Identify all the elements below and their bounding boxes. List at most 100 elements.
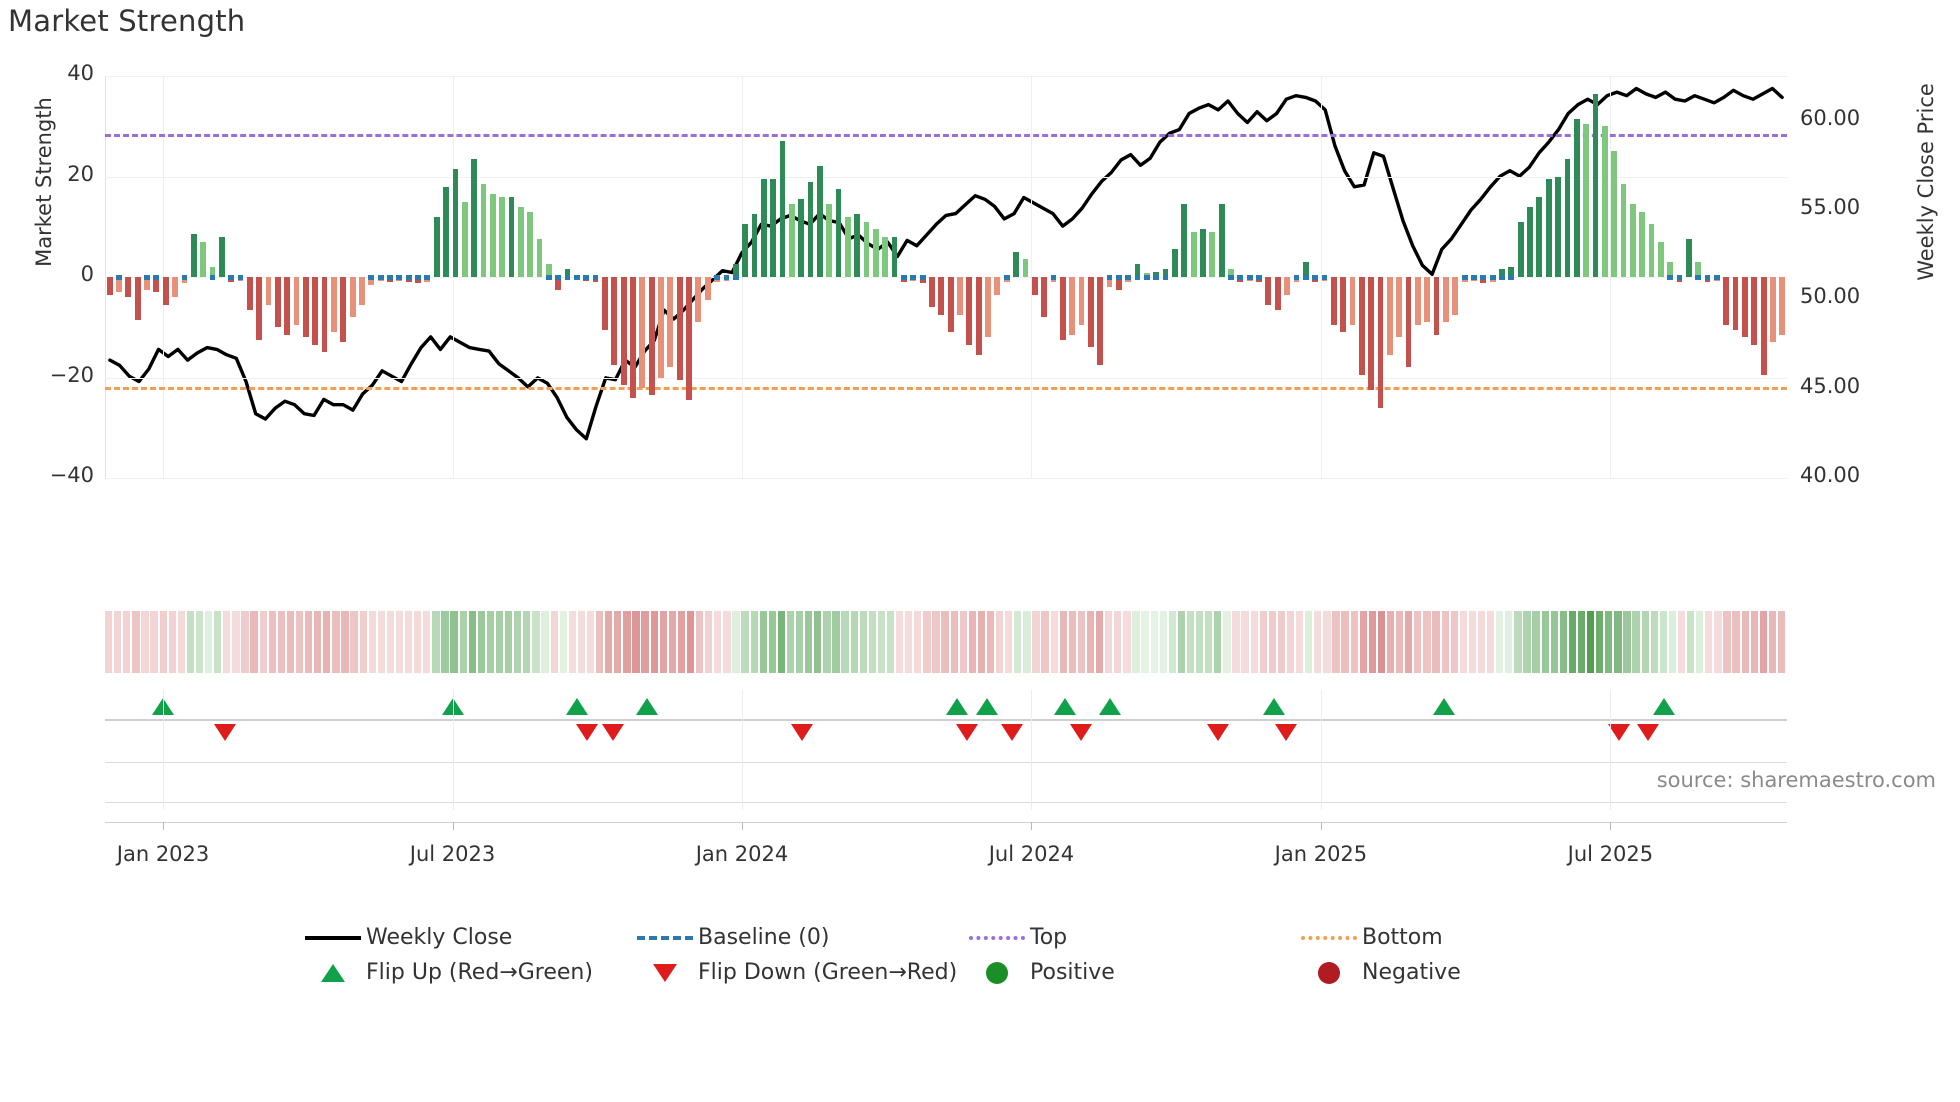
heatmap-cell	[741, 611, 749, 673]
bar	[1013, 251, 1019, 277]
baseline-marker	[583, 275, 590, 280]
bar	[1667, 261, 1674, 277]
heatmap-cell	[1241, 611, 1249, 673]
bar	[293, 277, 300, 325]
baseline-marker	[1246, 275, 1253, 280]
heatmap-cell	[150, 611, 158, 673]
heatmap-cell	[1223, 611, 1231, 673]
baseline-marker	[1153, 275, 1160, 280]
bar	[1190, 231, 1197, 277]
heatmap-cell	[1586, 611, 1595, 673]
legend-item-top[interactable]: Top	[964, 925, 1296, 950]
heatmap-cell	[795, 611, 804, 673]
heatmap-cell	[1677, 611, 1686, 673]
heatmap-cell	[377, 611, 386, 673]
reference-line-top	[105, 133, 1787, 137]
legend-item-positive[interactable]: Positive	[964, 960, 1296, 985]
gridline-vertical	[741, 76, 743, 478]
heatmap-cell	[1459, 611, 1467, 673]
bar	[975, 277, 982, 355]
bar	[611, 277, 618, 365]
legend-row-1: Weekly Close Baseline (0) Top Bottom	[300, 925, 1630, 950]
bar	[480, 184, 487, 277]
heatmap-cell	[1005, 611, 1013, 673]
y-axis-right-tick: 40.00	[1800, 463, 1861, 487]
heatmap-cell	[1041, 611, 1049, 673]
bar	[265, 277, 272, 305]
heatmap-cell	[868, 611, 876, 673]
bar	[209, 266, 216, 277]
heatmap-cell	[1268, 611, 1277, 673]
weekly-close-line	[108, 86, 1784, 441]
bar	[835, 189, 842, 277]
heatmap-cell	[1350, 611, 1358, 673]
legend-item-flip-up[interactable]: Flip Up (Red→Green)	[300, 960, 632, 985]
gridline-vertical	[1610, 748, 1612, 810]
legend-label: Flip Down (Green→Red)	[698, 960, 958, 985]
heatmap-cell	[1650, 611, 1658, 673]
heatmap-cell	[1250, 611, 1258, 673]
heatmap-cell	[495, 611, 504, 673]
legend-item-negative[interactable]: Negative	[1296, 960, 1628, 985]
heatmap-cell	[814, 611, 822, 673]
heatmap-cell	[1477, 611, 1486, 673]
heatmap-cell	[450, 611, 458, 673]
heatmap-cell	[332, 611, 340, 673]
legend-item-baseline[interactable]: Baseline (0)	[632, 925, 964, 950]
heatmap-cell	[214, 611, 222, 673]
baseline-marker	[1508, 275, 1515, 280]
legend-label: Baseline (0)	[698, 925, 830, 950]
heatmap-cell	[341, 611, 349, 673]
bar	[788, 204, 795, 277]
heatmap-cell	[468, 611, 476, 673]
gridline-vertical	[1031, 690, 1033, 750]
baseline-marker	[1667, 275, 1674, 280]
bar	[1209, 231, 1216, 277]
bar	[1499, 269, 1505, 277]
heatmap-cell	[277, 611, 285, 673]
heatmap-cell	[386, 611, 395, 673]
baseline-marker	[1499, 275, 1505, 280]
flip-up-marker	[1099, 698, 1122, 715]
heatmap-cell	[1305, 611, 1313, 673]
bar	[863, 221, 870, 277]
baseline-marker	[228, 275, 235, 280]
baseline-marker	[144, 275, 150, 280]
heatmap-cell	[886, 611, 895, 673]
bar	[947, 277, 954, 333]
bar	[854, 214, 861, 277]
baseline-marker	[209, 275, 216, 280]
baseline-marker	[116, 275, 122, 280]
bar	[172, 277, 178, 298]
heatmap-cell	[641, 611, 649, 673]
heatmap-cell	[1277, 611, 1286, 673]
heatmap-cell	[432, 611, 440, 673]
heatmap-cell	[559, 611, 567, 673]
legend-row-2: Flip Up (Red→Green) Flip Down (Green→Red…	[300, 960, 1630, 985]
x-axis-tick-label: Jul 2023	[409, 842, 496, 866]
gridline-horizontal	[105, 802, 1787, 803]
source-credit: source: sharemaestro.com	[1656, 768, 1936, 792]
heatmap-cell	[632, 611, 640, 673]
heatmap-cell	[1123, 611, 1131, 673]
heatmap-cell	[1214, 611, 1222, 673]
triangle-down-icon	[632, 963, 698, 982]
bar	[630, 277, 636, 398]
bar	[1031, 277, 1038, 295]
bar	[938, 277, 945, 315]
baseline-marker	[919, 275, 926, 280]
flip-up-marker	[946, 698, 969, 715]
y-axis-right-title: Weekly Close Price	[1914, 83, 1938, 281]
legend-item-weekly-close[interactable]: Weekly Close	[300, 925, 632, 950]
legend-item-flip-down[interactable]: Flip Down (Green→Red)	[632, 960, 964, 985]
heatmap-cell	[850, 611, 858, 673]
legend-item-bottom[interactable]: Bottom	[1296, 925, 1628, 950]
bar	[1115, 277, 1122, 290]
bar	[798, 199, 805, 277]
heatmap-cell	[259, 611, 267, 673]
flip-down-marker	[1607, 724, 1630, 741]
heatmap-cell	[1086, 611, 1095, 673]
heatmap-cell	[1396, 611, 1404, 673]
legend-label: Negative	[1362, 960, 1461, 985]
heatmap-cell	[586, 611, 595, 673]
